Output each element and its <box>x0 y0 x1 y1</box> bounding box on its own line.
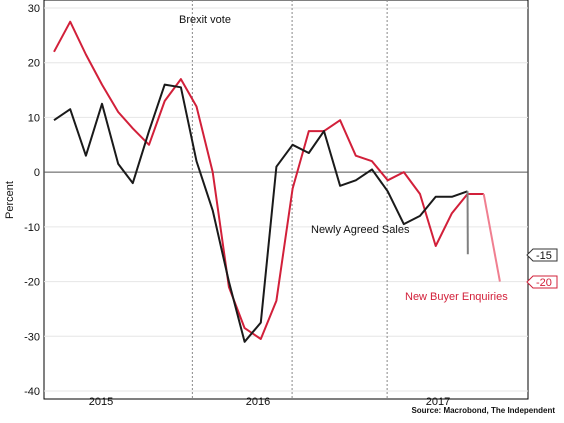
plot-frame <box>43 0 529 400</box>
y-tick-label: 10 <box>28 112 40 124</box>
y-axis-label: Percent <box>4 181 16 219</box>
end-value-label-new-buyer-enquiries: -20 <box>536 277 552 289</box>
y-tick-label: -20 <box>24 277 40 289</box>
series-line <box>53 83 468 343</box>
series-label-newly-agreed-sales: Newly Agreed Sales <box>311 224 410 236</box>
x-tick-label: 2017 <box>426 396 450 408</box>
y-tick-label: -30 <box>24 331 40 343</box>
y-tick-label: 30 <box>28 3 40 15</box>
series-line <box>53 20 484 340</box>
end-value-label-newly-agreed-sales: -15 <box>536 250 552 262</box>
event-label: Brexit vote <box>179 14 231 26</box>
x-tick-label: 2015 <box>89 396 113 408</box>
y-tick-label: 0 <box>34 167 40 179</box>
series-label-new-buyer-enquiries: New Buyer Enquiries <box>405 291 508 303</box>
end-value-box-new-buyer-enquiries: -20 <box>526 275 558 289</box>
y-tick-label: 20 <box>28 58 40 70</box>
y-tick-label: -10 <box>24 222 40 234</box>
y-tick-label: -40 <box>24 386 40 398</box>
end-value-box-newly-agreed-sales: -15 <box>526 248 558 262</box>
x-tick-label: 2016 <box>246 396 270 408</box>
series-latest-segment <box>482 193 501 282</box>
source-note: Source: Macrobond, The Independent <box>411 406 555 415</box>
